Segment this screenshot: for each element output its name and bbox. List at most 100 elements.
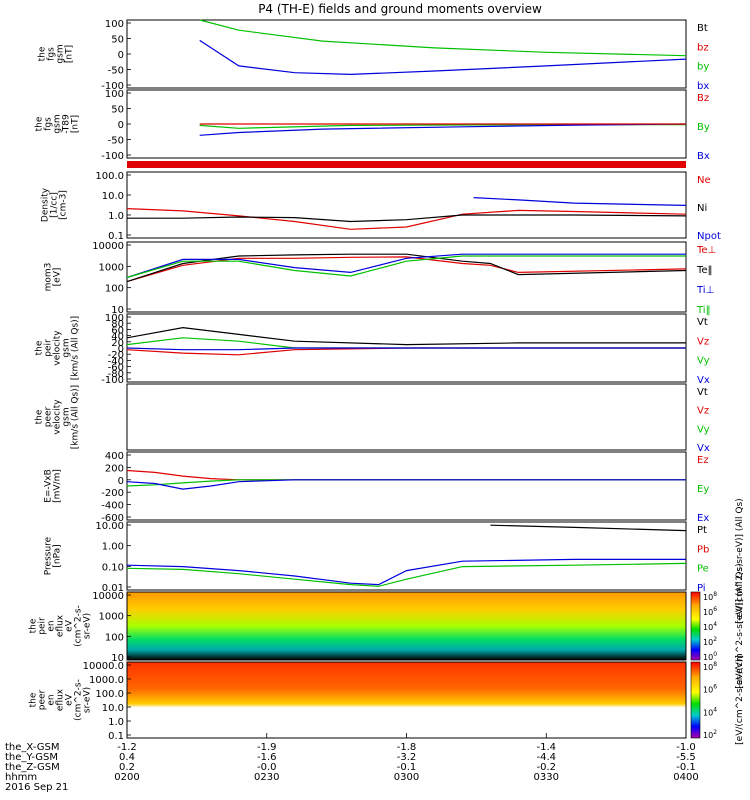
series-line-Ex [126,479,686,490]
colorbar [690,661,701,739]
legend-entry: bz [697,42,709,53]
panel-side-label: [eV/(cm^2-s-sr-eV)] (All Qs) [735,498,745,623]
y-tick-label: 0.1 [108,731,124,742]
x-tick-label: -1.4 [536,742,556,753]
y-tick-label: 50 [111,35,124,46]
y-tick-label: 10.0 [102,191,124,202]
y-tick-label: 10.0 [102,703,124,714]
y-tick-label: 10000 [92,591,124,602]
y-tick-label: 100.0 [95,171,124,182]
colorbar [690,591,701,661]
y-tick-label: 10.00 [95,521,124,532]
y-tick-label: -400 [101,501,124,512]
panel-1: 100 50 0 -50 -100 thefgsgsm[nT] Bt bz by bx [38,19,710,92]
y-tick-label: 1.00 [102,542,124,553]
y-tick-label: 80 [111,319,124,330]
y-axis-label: mom3[eV] [44,263,63,292]
x-tick-label: 0.2 [119,762,135,773]
colorbar-tick: 102 [703,636,717,647]
colorbar-tick: 100 [703,651,717,662]
colorbar-tick: 104 [703,706,717,717]
y-tick-label: 10 [111,653,124,664]
y-tick-label: -100 [101,81,124,92]
x-tick-label: -4.4 [536,752,556,763]
legend-entry: Ez [697,455,709,466]
legend-entry: Npot [697,231,721,242]
panel-6: thepeervelocitygsm[km/s (All Qs)] Vt Vz Vy V… [35,383,710,454]
heatmap-image [127,592,686,660]
colorbar-tick: 108 [703,591,717,602]
panel-8: 10.00 1.00 0.10 0.01 Pressure[nPa] Pt Pb Pe Pi [e… [44,498,746,623]
legend-entry: Vx [697,443,710,454]
x-tick-label: -0.1 [676,762,696,773]
y-tick-label: 0.10 [102,562,124,573]
colorbar-label: [eV/(cm^2-s-sr-eV)] [735,655,745,745]
x-tick-label: -0.1 [397,762,417,773]
legend-entry: Vy [697,356,710,367]
y-axis-label: thepeerenefluxeV(cm^2-s-sr-eV) [29,679,93,721]
y-tick-label: -80 [108,369,124,380]
y-tick-label: 10000.0 [83,661,124,672]
y-tick-label: 100 [105,19,124,30]
y-tick-label: 1000.0 [89,675,124,686]
legend-entry: Te‖ [696,265,713,276]
colorbar-tick: 106 [703,684,717,695]
series-line-by [199,19,687,57]
colorbar-tick: 106 [703,606,717,617]
panel-frame [126,521,687,591]
legend-entry: Vz [697,336,709,347]
panel-4: 10000 1000 100 10 mom3[eV] Te⊥ Te‖ Ti⊥ Ti‖ [44,241,717,316]
x-tick-label: -0.2 [536,762,556,773]
series-line-Bx [199,123,687,136]
series-line-Ti⊥ [126,253,686,279]
y-tick-label: -20 [108,350,124,361]
x-tick-label: 0300 [394,772,419,783]
y-tick-label: 0 [118,344,124,355]
legend-entry: Te⊥ [696,245,716,256]
legend-entry: Vx [697,375,710,386]
y-axis-label: thepeirenefluxeV(cm^2-s-sr-eV) [29,605,93,647]
y-tick-label: 1000 [99,612,124,623]
panel-frame [126,591,687,661]
panel-frame [126,383,687,451]
colorbar-tick: 108 [703,661,717,672]
y-axis-label: Density[1/cc][cm-3] [41,187,69,222]
colorbar-label: [eV/(cm^2-s-sr-eV)] (All Qs) [735,563,745,688]
panel-frame [126,241,687,313]
series-line-Ez [126,469,686,481]
legend-entry: Vt [697,387,708,398]
y-tick-label: 1.0 [108,211,124,222]
x-tick-label: 0200 [114,772,139,783]
panel-9: 108 106 104 102 100 [eV/(cm^2-s-sr-eV)] (All … [29,563,746,688]
x-tick-label: -1.6 [257,752,277,763]
legend-entry: Ne [697,175,711,186]
y-axis-label: Pressure[nPa] [44,536,63,575]
series-line-Pi [126,558,686,586]
y-tick-label: 200 [105,463,124,474]
series-line-Pe [126,562,687,587]
x-tick-label: 0330 [534,772,559,783]
x-row-label: the_X-GSM [5,742,59,753]
y-tick-label: 100 [105,284,124,295]
x-tick-label: -1.8 [397,742,417,753]
legend-entry: Ni [697,203,707,214]
series-line-Ti‖ [126,255,686,279]
colorbar-tick: 102 [703,729,717,740]
x-tick-label: -1.2 [117,742,137,753]
y-tick-label: 100 [105,313,124,324]
y-tick-label: 0 [118,50,124,61]
legend-entry: Vt [697,317,708,328]
legend-entry: Bx [697,151,710,162]
y-axis-label: thefgsgsm-T89[nT] [35,114,81,134]
legend-entry: Bz [697,93,709,104]
x-tick-label: -0.0 [257,762,277,773]
legend-entry: Pi [697,583,706,594]
x-tick-label: 0.4 [119,752,135,763]
colorbar-tick: 104 [703,621,717,632]
y-tick-label: 40 [111,332,124,343]
y-tick-label: 100.0 [95,689,124,700]
panel-2: 100 50 0 -50 -100 thefgsgsm-T89[nT] Bz By Bx [35,89,710,162]
y-tick-label: 0 [118,476,124,487]
